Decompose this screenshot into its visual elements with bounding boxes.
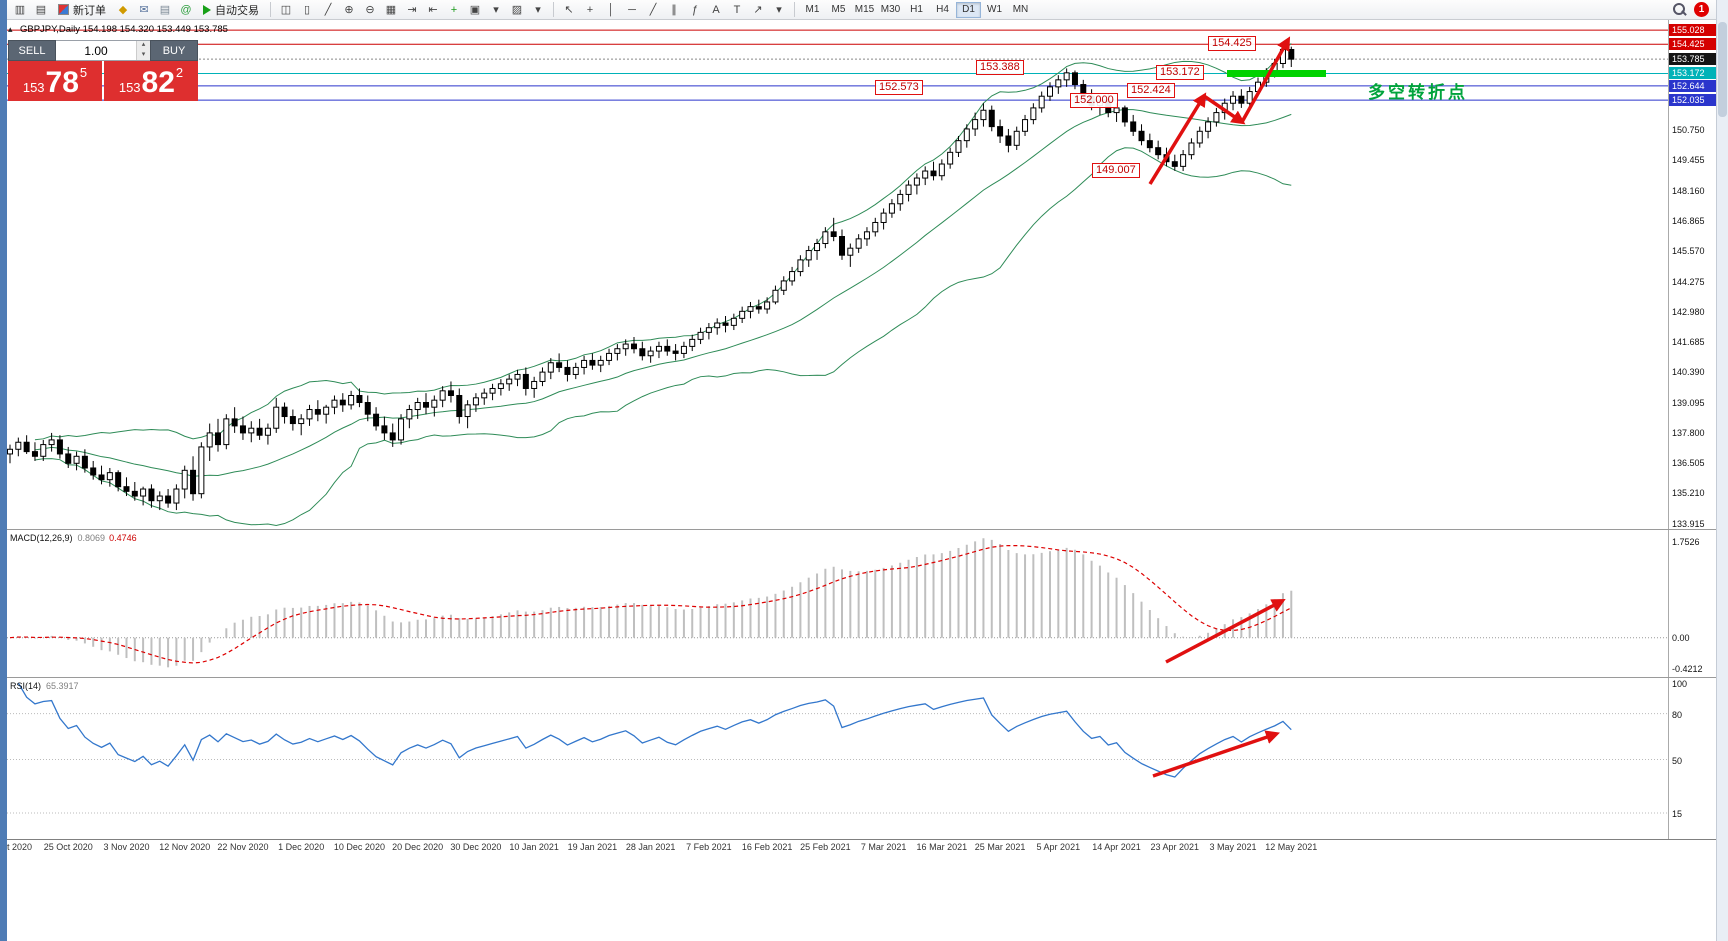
auto-scroll-icon[interactable]: ⇥	[407, 4, 417, 16]
volume-up-icon[interactable]: ▴	[137, 41, 150, 51]
timeframe-mn-button[interactable]: MN	[1008, 2, 1033, 18]
timeframe-m5-button[interactable]: M5	[826, 2, 851, 18]
volume-input[interactable]	[56, 41, 136, 60]
chart-area[interactable]	[0, 0, 1716, 860]
new-order-button[interactable]: 新订单	[52, 1, 112, 19]
candlestick-chart-icon[interactable]: ▯	[303, 4, 311, 16]
timeframe-h1-button[interactable]: H1	[904, 2, 929, 18]
volume-down-icon[interactable]: ▾	[137, 50, 150, 60]
fibonacci-icon[interactable]: ƒ	[691, 3, 699, 16]
macd-label: MACD(12,26,9) 0.8069 0.4746	[10, 533, 137, 543]
buy-price-prefix: 153	[118, 80, 141, 95]
tools-caret-icon[interactable]: ▾	[776, 4, 782, 16]
buy-button[interactable]: BUY	[150, 40, 198, 61]
indicators-icon[interactable]: +	[450, 3, 458, 16]
news-icon[interactable]: ▤	[159, 4, 171, 16]
toolbar-separator	[553, 2, 554, 17]
notification-badge[interactable]: 1	[1694, 2, 1709, 17]
macd-value-main: 0.8069	[77, 533, 106, 543]
new-order-label: 新订单	[73, 4, 106, 17]
autotrading-play-icon	[203, 4, 211, 15]
toolbar-group-panels: ◆ ✉ ▤ @	[113, 1, 196, 18]
rsi-label: RSI(14) 65.3917	[10, 681, 79, 691]
window-border	[0, 0, 7, 941]
buy-price-pip: 2	[175, 65, 184, 80]
autotrading-button[interactable]: 自动交易	[197, 1, 265, 19]
toolbar-group-charts: ▥ ▤	[10, 1, 51, 18]
timeframe-m1-button[interactable]: M1	[800, 2, 825, 18]
horizontal-line-icon[interactable]: ─	[628, 3, 636, 16]
sell-price-box[interactable]: 153 78 5	[8, 61, 102, 101]
arrows-tool-icon[interactable]: ↗	[753, 4, 763, 16]
timeframe-w1-button[interactable]: W1	[982, 2, 1007, 18]
scrollbar-thumb[interactable]	[1718, 22, 1727, 117]
rsi-name: RSI(14)	[10, 681, 42, 691]
zoom-out-icon[interactable]: ⊖	[365, 4, 375, 16]
timeframe-m15-button[interactable]: M15	[852, 2, 877, 18]
toolbar-separator	[270, 2, 271, 17]
community-icon[interactable]: @	[180, 3, 192, 16]
sell-price-prefix: 153	[22, 80, 45, 95]
symbol-ohlc-info: GBPJPY,Daily 154.198 154.320 153.449 153…	[20, 24, 228, 35]
vertical-line-icon[interactable]: │	[607, 3, 615, 16]
mailbox-icon[interactable]: ✉	[139, 4, 149, 16]
toolbar-group-chart-tools: ◫ ▯ ╱ ⊕ ⊖ ▦ ⇥ ⇤ + ▣ ▾ ▨ ▾	[276, 1, 548, 18]
sell-price-pip: 5	[79, 65, 88, 80]
timeframe-h4-button[interactable]: H4	[930, 2, 955, 18]
alert-icon[interactable]: ◆	[118, 4, 128, 16]
one-click-collapse-icon[interactable]: ▴	[8, 24, 13, 34]
volume-stepper: ▴▾	[56, 40, 150, 61]
template-icon[interactable]: ▨	[511, 4, 523, 16]
volume-spin: ▴ ▾	[136, 41, 150, 60]
template-caret-icon[interactable]: ▾	[535, 4, 541, 16]
pane-separator-rsi[interactable]	[7, 677, 1716, 678]
trendline-icon[interactable]: ╱	[649, 4, 657, 16]
timeframe-toolbar: M1 M5 M15 M30 H1 H4 D1 W1 MN	[800, 1, 1033, 18]
pane-separator-macd[interactable]	[7, 529, 1716, 530]
text-icon[interactable]: A	[712, 3, 720, 16]
turning-point-annotation: 多空转折点	[1368, 83, 1468, 102]
search-icon[interactable]	[1672, 2, 1687, 17]
sell-price-big: 78	[45, 66, 79, 99]
buy-price-big: 82	[141, 66, 175, 99]
label-icon[interactable]: T	[733, 3, 741, 16]
new-order-icon	[58, 4, 69, 15]
tile-windows-icon[interactable]: ▦	[385, 4, 397, 16]
toolbar-separator	[794, 2, 795, 17]
rsi-value: 65.3917	[46, 681, 79, 691]
one-click-trading-panel: SELL ▴▾ BUY 153 78 5 153 82 2	[8, 40, 198, 101]
macd-value-signal: 0.4746	[109, 533, 137, 543]
chart-shift-icon[interactable]: ⇤	[428, 4, 438, 16]
buy-price-box[interactable]: 153 82 2	[104, 61, 198, 101]
autotrading-label: 自动交易	[215, 4, 259, 17]
crosshair-icon[interactable]: +	[586, 3, 594, 16]
periods-caret-icon[interactable]: ▾	[493, 4, 499, 16]
toolbar: ▥ ▤ 新订单 ◆ ✉ ▤ @ 自动交易 ◫ ▯ ╱ ⊕ ⊖ ▦ ⇥ ⇤ + ▣ ▾ ▨ ▾ ↖ + │ ─ ╱ ∥ ƒ A T…	[7, 0, 1716, 20]
chart-profiles-icon[interactable]: ▤	[35, 4, 47, 16]
toolbar-group-drawing-tools: ↖ + │ ─ ╱ ∥ ƒ A T ↗ ▾	[559, 1, 789, 18]
zoom-in-icon[interactable]: ⊕	[344, 4, 354, 16]
timeframe-d1-button[interactable]: D1	[956, 1, 981, 18]
new-chart-icon[interactable]: ▥	[14, 4, 26, 16]
timeframe-m30-button[interactable]: M30	[878, 2, 903, 18]
macd-name: MACD(12,26,9)	[10, 533, 73, 543]
cursor-icon[interactable]: ↖	[564, 4, 574, 16]
channel-icon[interactable]: ∥	[671, 4, 677, 16]
scrollbar-track[interactable]	[1716, 0, 1728, 941]
line-chart-icon[interactable]: ╱	[324, 4, 332, 16]
bar-chart-icon[interactable]: ◫	[280, 4, 292, 16]
periods-icon[interactable]: ▣	[469, 4, 481, 16]
sell-button[interactable]: SELL	[8, 40, 56, 61]
